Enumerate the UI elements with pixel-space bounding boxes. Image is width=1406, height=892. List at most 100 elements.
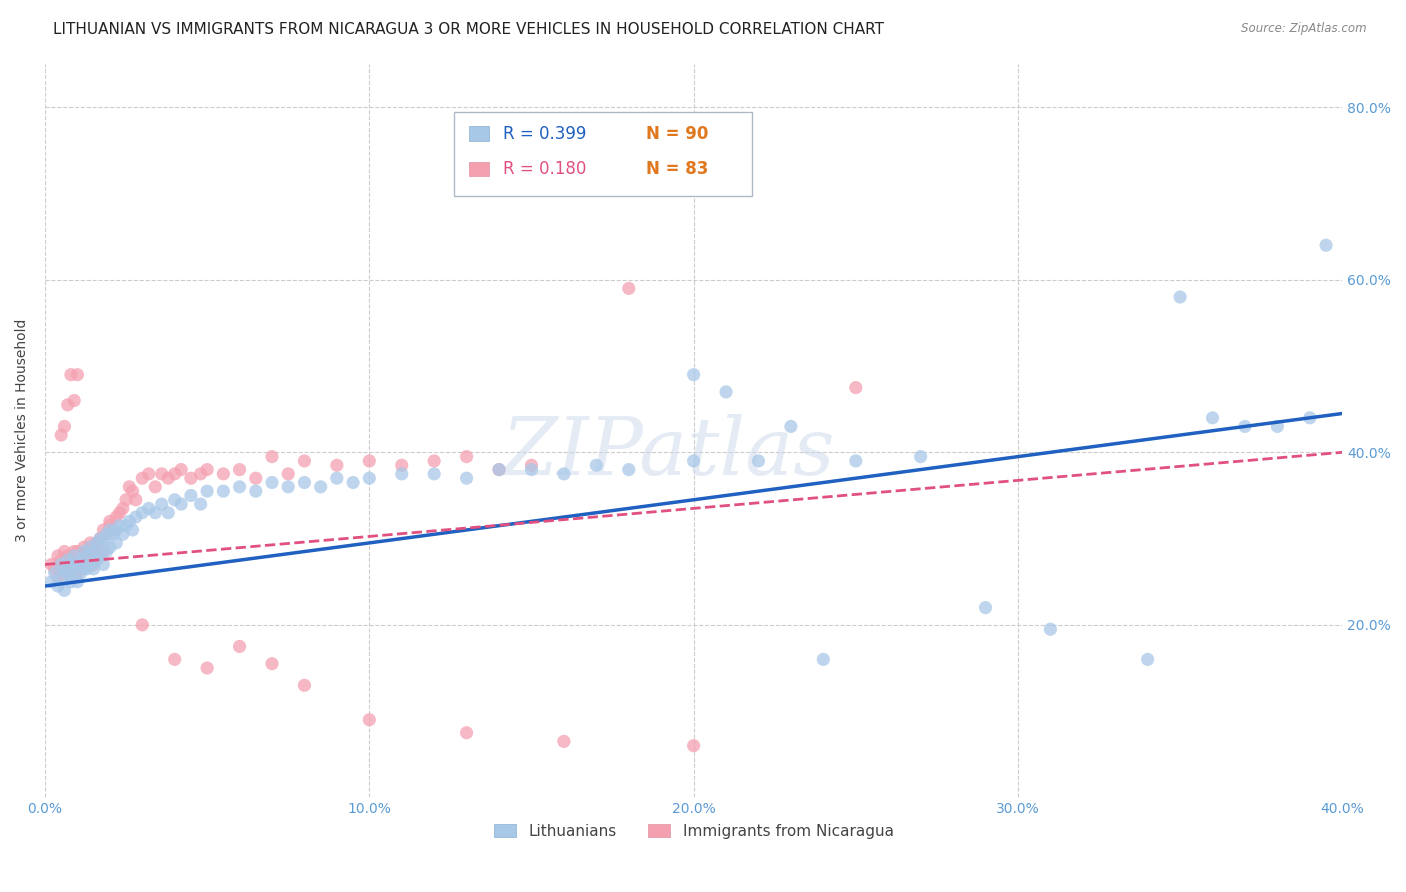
Point bbox=[118, 514, 141, 528]
Point bbox=[115, 518, 138, 533]
Point bbox=[69, 562, 91, 576]
Point bbox=[195, 462, 218, 476]
Point bbox=[79, 553, 101, 567]
Point bbox=[53, 544, 76, 558]
Point bbox=[423, 467, 446, 481]
Point bbox=[260, 475, 283, 490]
Point bbox=[163, 652, 186, 666]
Point bbox=[260, 450, 283, 464]
Point bbox=[115, 492, 138, 507]
Point bbox=[326, 471, 349, 485]
Point bbox=[488, 462, 510, 476]
Point bbox=[51, 553, 73, 567]
Point bbox=[326, 458, 349, 473]
Point bbox=[98, 523, 121, 537]
Point bbox=[157, 506, 180, 520]
Point bbox=[845, 381, 868, 395]
Point bbox=[423, 454, 446, 468]
Point bbox=[150, 467, 173, 481]
Point bbox=[76, 549, 98, 563]
Point bbox=[143, 480, 166, 494]
Point bbox=[294, 678, 316, 692]
Point bbox=[79, 536, 101, 550]
Point bbox=[1233, 419, 1256, 434]
Point bbox=[76, 562, 98, 576]
Point bbox=[59, 574, 82, 589]
Y-axis label: 3 or more Vehicles in Household: 3 or more Vehicles in Household bbox=[15, 319, 30, 542]
Point bbox=[780, 419, 803, 434]
Text: N = 83: N = 83 bbox=[645, 160, 709, 178]
Point bbox=[1039, 622, 1062, 636]
Point bbox=[294, 475, 316, 490]
Point bbox=[228, 480, 250, 494]
Point bbox=[83, 562, 105, 576]
Point bbox=[488, 462, 510, 476]
Point bbox=[44, 562, 66, 576]
Point bbox=[53, 583, 76, 598]
Point bbox=[974, 600, 997, 615]
Point bbox=[910, 450, 932, 464]
Point bbox=[131, 618, 153, 632]
Text: Source: ZipAtlas.com: Source: ZipAtlas.com bbox=[1241, 22, 1367, 36]
Point bbox=[520, 462, 543, 476]
Point bbox=[86, 553, 108, 567]
Point bbox=[98, 518, 121, 533]
Point bbox=[41, 574, 63, 589]
Point bbox=[111, 527, 134, 541]
Point bbox=[309, 480, 332, 494]
Point bbox=[359, 713, 381, 727]
Point bbox=[56, 549, 79, 563]
Text: ZIPatlas: ZIPatlas bbox=[501, 414, 834, 491]
Point bbox=[59, 558, 82, 572]
Point bbox=[245, 484, 267, 499]
Point bbox=[190, 497, 212, 511]
Point bbox=[391, 467, 413, 481]
Point bbox=[1315, 238, 1337, 252]
Point bbox=[585, 458, 607, 473]
Point bbox=[89, 549, 111, 563]
Point bbox=[69, 553, 91, 567]
Point bbox=[245, 471, 267, 485]
Point bbox=[456, 450, 478, 464]
Point bbox=[180, 488, 202, 502]
Point bbox=[51, 566, 73, 581]
Point bbox=[46, 579, 69, 593]
Point bbox=[59, 553, 82, 567]
Point bbox=[553, 734, 575, 748]
Point bbox=[89, 532, 111, 546]
Point bbox=[63, 393, 86, 408]
Point bbox=[44, 566, 66, 581]
Point bbox=[105, 523, 128, 537]
Point bbox=[682, 454, 704, 468]
Point bbox=[108, 506, 131, 520]
Point bbox=[86, 536, 108, 550]
Point bbox=[105, 536, 128, 550]
Point bbox=[747, 454, 769, 468]
Point bbox=[1201, 410, 1223, 425]
Point bbox=[59, 570, 82, 584]
Text: N = 90: N = 90 bbox=[645, 125, 709, 143]
Point bbox=[86, 536, 108, 550]
Point bbox=[195, 661, 218, 675]
Point bbox=[86, 549, 108, 563]
Point bbox=[79, 540, 101, 554]
Point bbox=[93, 523, 115, 537]
Point bbox=[131, 471, 153, 485]
Point bbox=[456, 471, 478, 485]
Point bbox=[101, 523, 124, 537]
Point bbox=[212, 484, 235, 499]
Point bbox=[138, 467, 160, 481]
Point bbox=[93, 558, 115, 572]
Point bbox=[76, 544, 98, 558]
Point bbox=[118, 480, 141, 494]
Point bbox=[1168, 290, 1191, 304]
Point bbox=[83, 558, 105, 572]
Point bbox=[73, 558, 96, 572]
Point bbox=[391, 458, 413, 473]
Point bbox=[157, 471, 180, 485]
Point bbox=[101, 527, 124, 541]
Point bbox=[520, 458, 543, 473]
Point bbox=[98, 514, 121, 528]
Point bbox=[138, 501, 160, 516]
Point bbox=[56, 566, 79, 581]
